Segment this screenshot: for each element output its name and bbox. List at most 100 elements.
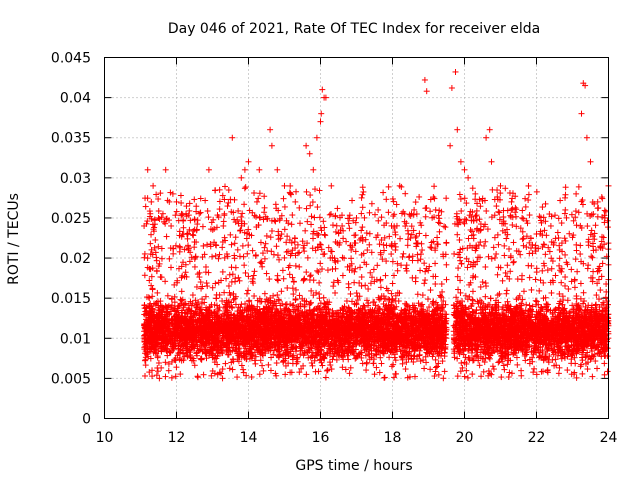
data-point [309,199,316,206]
x-tick-label: 12 [168,430,186,446]
data-point [319,362,326,369]
data-point [294,241,301,248]
data-point [321,231,328,238]
data-point [422,205,429,212]
data-point [375,217,382,224]
data-point [221,212,228,219]
data-point [191,263,198,270]
y-tick-label: 0.04 [60,91,91,107]
data-point [359,184,366,191]
data-point [272,201,279,208]
data-point [263,232,270,239]
x-tick-label: 22 [528,430,546,446]
data-point [266,276,273,283]
data-point [377,284,384,291]
data-point [148,231,155,238]
data-point [155,208,162,215]
data-point [303,371,310,378]
data-point [208,372,215,379]
data-point [332,265,339,272]
data-point [222,183,229,190]
data-point [392,370,399,377]
data-point [178,288,185,295]
data-point [322,374,329,381]
data-point [348,246,355,253]
data-point [167,264,174,271]
data-point [314,204,321,211]
x-tick-label: 16 [312,430,330,446]
data-point [303,188,310,195]
data-point [436,215,443,222]
data-point [149,373,156,380]
data-point [187,217,194,224]
data-point [392,357,399,364]
data-point [403,262,410,269]
data-point [173,364,180,371]
data-point [408,223,415,230]
data-point [245,226,252,233]
data-point [304,254,311,261]
data-point [348,255,355,262]
data-point [310,235,317,242]
data-point [203,280,210,287]
data-point [443,261,450,268]
data-point [234,374,241,381]
data-point [149,286,156,293]
data-point [343,238,350,245]
data-point [358,227,365,234]
data-point [431,195,438,202]
data-point [287,182,294,189]
data-point [402,223,409,230]
data-point [209,253,216,260]
data-point [346,225,353,232]
data-point [228,278,235,285]
data-point [438,280,445,287]
data-point [263,270,270,277]
data-point [244,250,251,257]
data-point [253,198,260,205]
data-point [253,213,260,220]
data-point [409,274,416,281]
data-point [422,232,429,239]
data-point [307,272,314,279]
data-point [250,272,257,279]
data-point [388,251,395,258]
data-point [316,214,323,221]
data-point [442,224,449,231]
data-point [359,191,366,198]
data-point [413,210,420,217]
data-point [219,366,226,373]
data-point [159,210,166,217]
data-point [386,233,393,240]
data-point [249,247,256,254]
data-point [153,257,160,264]
data-point [404,242,411,249]
data-point [141,272,148,279]
data-point [234,246,241,253]
data-point [229,366,236,373]
data-point [422,213,429,220]
y-tick-label: 0.005 [51,371,91,387]
data-point [241,185,248,192]
data-point [281,203,288,210]
data-point [334,205,341,212]
data-point [148,273,155,280]
data-point [248,374,255,381]
data-point [370,266,377,273]
data-point [427,287,434,294]
data-point [422,353,429,360]
data-point [366,241,373,248]
data-point [261,193,268,200]
data-point [231,196,238,203]
x-tick-label: 20 [456,430,474,446]
data-point [200,242,207,249]
data-point [370,360,377,367]
data-point [212,252,219,259]
data-point [226,271,233,278]
data-point [421,260,428,267]
data-point [368,200,375,207]
y-axis-title: ROTI / TECUs [6,193,22,285]
data-point [147,240,154,247]
data-point [252,360,259,367]
